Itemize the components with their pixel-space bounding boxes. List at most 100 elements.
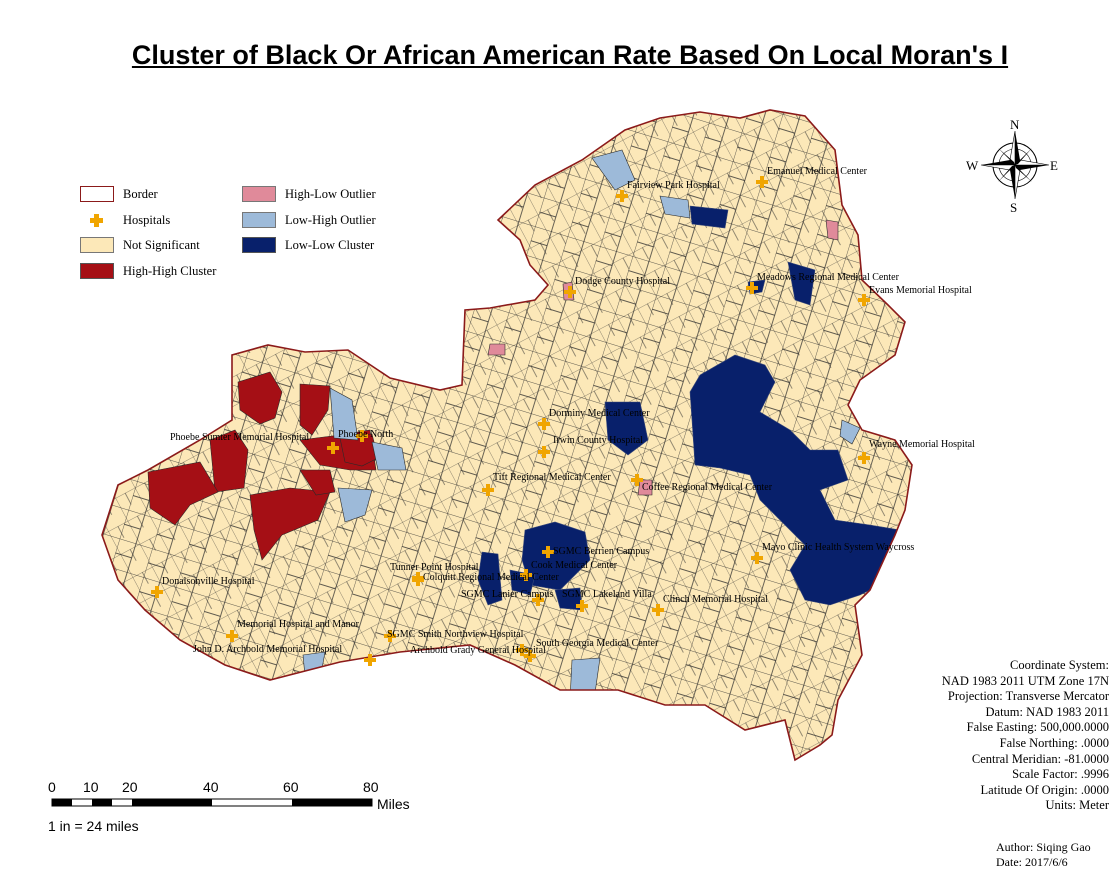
hospital-marker: SGMC Lakeland Villa	[562, 589, 652, 612]
compass-s-label: S	[1010, 200, 1018, 215]
coord-line: Units: Meter	[1045, 798, 1109, 813]
coordinate-system-block: Coordinate System: NAD 1983 2011 UTM Zon…	[942, 658, 1109, 814]
author-block: Author: Siqing Gao Date: 2017/6/6	[996, 840, 1091, 870]
hospital-label: SGMC Lakeland Villa	[562, 589, 652, 600]
hospital-label: Emanuel Medical Center	[767, 166, 868, 177]
author-name: Author: Siqing Gao	[996, 840, 1091, 854]
hospital-label: Dodge County Hospital	[575, 276, 670, 287]
hospital-marker: Mayo Clinic Health System Waycross	[751, 542, 914, 564]
hospital-marker: Memorial Hospital and Manor	[226, 619, 360, 642]
hospital-plus-icon	[368, 654, 372, 666]
hospital-plus-icon	[230, 630, 234, 642]
coord-line: Projection: Transverse Mercator	[947, 689, 1109, 704]
legend-item-high-high: High-High Cluster	[80, 263, 216, 279]
hospital-marker: SGMC Lanier Campus	[461, 589, 553, 606]
hospital-label: Memorial Hospital and Manor	[237, 619, 360, 630]
hospitals-layer: Fairview Park Hospital Emanuel Medical Ce…	[151, 166, 975, 666]
hospital-label: Fairview Park Hospital	[627, 180, 720, 191]
compass-e-label: E	[1050, 158, 1058, 173]
hospital-label: Meadows Regional Medical Center	[757, 272, 900, 283]
coord-line: False Easting: 500,000.0000	[966, 720, 1109, 735]
hospital-marker: Colquitt Regional Medical Center	[412, 572, 559, 586]
compass-w-label: W	[966, 158, 979, 173]
hospital-marker: Wayne Memorial Hospital	[858, 439, 975, 464]
hospital-plus-icon	[635, 474, 639, 486]
hospital-plus-icon	[542, 446, 546, 458]
legend-item-low-high: Low-High Outlier	[242, 212, 376, 228]
hospital-plus-icon	[862, 452, 866, 464]
legend-label-low-low: Low-Low Cluster	[285, 237, 375, 252]
hospital-marker: Archbold Grady General Hospital	[410, 645, 546, 662]
hospital-plus-icon	[416, 574, 420, 586]
coord-line: Datum: NAD 1983 2011	[985, 704, 1110, 719]
scale-tick-80: 80	[363, 779, 379, 795]
hospital-marker: Coffee Regional Medical Center	[631, 474, 773, 493]
hospital-plus-icon	[656, 604, 660, 616]
hospital-label: South Georgia Medical Center	[536, 638, 659, 649]
hospital-label: Evans Memorial Hospital	[869, 285, 972, 296]
compass-n-label: N	[1010, 117, 1020, 132]
hospital-label: Colquitt Regional Medical Center	[423, 572, 559, 583]
hospital-label: Cook Medical Center	[531, 560, 618, 571]
coord-line: Central Meridian: -81.0000	[971, 751, 1109, 766]
author-date: Date: 2017/6/6	[996, 855, 1068, 869]
hospital-plus-icon	[750, 282, 754, 294]
hospital-marker: Dodge County Hospital	[564, 276, 670, 298]
legend-item-not-significant: Not Significant	[80, 237, 200, 253]
hospital-marker: Tift Regional Medical Center	[482, 472, 611, 496]
hospital-plus-icon	[388, 630, 392, 642]
hospital-marker: South Georgia Medical Center	[516, 638, 659, 656]
high-low-swatch	[242, 186, 276, 202]
hospital-marker: John D. Archbold Memorial Hospital	[193, 644, 376, 666]
scale-unit: Miles	[377, 796, 410, 812]
scale-bar	[51, 798, 373, 807]
low-low-swatch	[242, 237, 276, 253]
hospital-marker: Cook Medical Center	[520, 560, 618, 581]
map-title: Cluster of Black Or African American Rat…	[131, 40, 1009, 70]
legend-item-high-low: High-Low Outlier	[242, 186, 376, 202]
hospital-label: Tunner Point Hospital	[390, 562, 479, 573]
hospital-plus-icon	[536, 594, 540, 606]
hospital-plus-icon	[760, 176, 764, 188]
legend-label-hospitals: Hospitals	[123, 212, 171, 227]
coord-line: Scale Factor: .9996	[1012, 767, 1109, 782]
hospital-marker: Dorminy Medical Center	[538, 408, 650, 430]
legend-item-hospitals: Hospitals	[80, 212, 170, 228]
hospital-label: Dorminy Medical Center	[549, 408, 650, 419]
hospital-marker: Evans Memorial Hospital	[858, 285, 972, 306]
scale-tick-10: 10	[83, 779, 99, 795]
hospital-label: Wayne Memorial Hospital	[869, 439, 975, 450]
hospital-label: Clinch Memorial Hospital	[663, 594, 768, 605]
hospital-plus-icon	[546, 546, 550, 558]
hospital-plus-icon	[524, 569, 528, 581]
hospital-plus-icon	[155, 586, 159, 598]
coord-line: False Northing: .0000	[999, 735, 1109, 750]
scale-tick-20: 20	[122, 779, 138, 795]
hospital-marker: Emanuel Medical Center	[756, 166, 868, 188]
hospital-label: John D. Archbold Memorial Hospital	[193, 644, 342, 655]
hospital-label: Phoebe North	[338, 429, 393, 440]
hospital-plus-icon	[331, 442, 335, 454]
high-high-swatch	[80, 263, 114, 279]
high-high-cluster	[147, 371, 379, 561]
hospital-plus-icon	[528, 650, 532, 662]
hospital-plus-icon	[520, 644, 524, 656]
hospital-label: Coffee Regional Medical Center	[642, 482, 773, 493]
hospital-label: SGMC Berrien Campus	[553, 546, 649, 557]
hospital-label: Phoebe Sumter Memorial Hospital	[170, 432, 309, 443]
legend-item-low-low: Low-Low Cluster	[242, 237, 374, 253]
hospital-plus-icon	[580, 600, 584, 612]
border-swatch	[80, 186, 114, 202]
coord-line: NAD 1983 2011 UTM Zone 17N	[941, 673, 1109, 688]
hospital-label: Tift Regional Medical Center	[493, 472, 611, 483]
hospital-label: Archbold Grady General Hospital	[410, 645, 546, 656]
coord-line: Latitude Of Origin: .0000	[980, 782, 1109, 797]
hospital-marker: Fairview Park Hospital	[616, 180, 720, 202]
hospital-plus-icon	[80, 212, 114, 228]
hospital-plus-icon	[360, 430, 364, 442]
legend-label-not-significant: Not Significant	[123, 237, 200, 252]
hospital-marker: Clinch Memorial Hospital	[652, 594, 768, 616]
hospital-label: Mayo Clinic Health System Waycross	[762, 542, 914, 553]
hospital-marker: Phoebe Sumter Memorial Hospital	[170, 432, 339, 454]
